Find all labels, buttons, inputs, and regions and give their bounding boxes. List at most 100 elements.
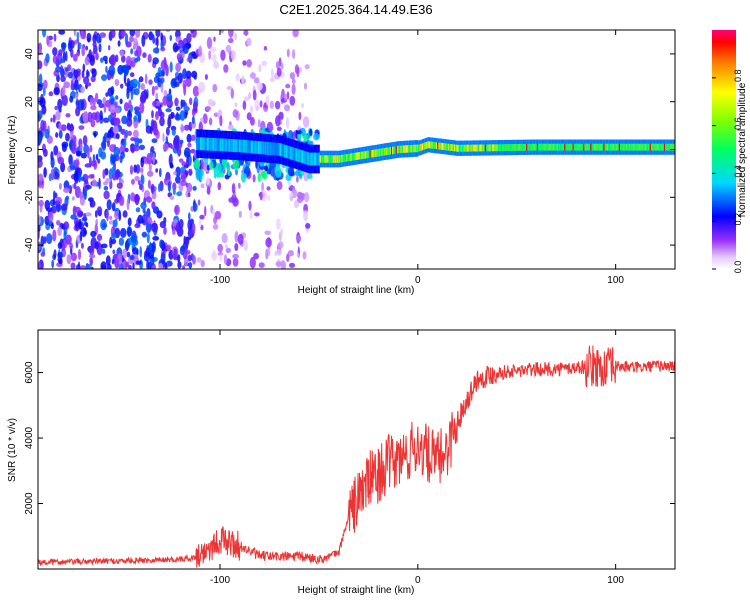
heatmap-cell — [577, 143, 579, 151]
heatmap-cell — [165, 108, 172, 113]
heatmap-cell — [225, 247, 231, 254]
heatmap-cell — [551, 143, 553, 151]
heatmap-cell — [648, 143, 650, 151]
heatmap-cell — [213, 112, 219, 118]
heatmap-cell — [212, 208, 216, 217]
heatmap-cell — [430, 141, 432, 149]
heatmap-cell — [476, 144, 478, 152]
heatmap-cell — [182, 265, 186, 269]
heatmap-cell — [185, 76, 192, 88]
heatmap-cell — [102, 97, 107, 105]
heatmap-cell — [253, 140, 255, 154]
heatmap-cell — [668, 143, 670, 151]
heatmap-cell — [176, 191, 183, 197]
heatmap-cell — [243, 30, 249, 36]
heatmap-cell — [126, 198, 130, 211]
heatmap-cell — [351, 153, 354, 161]
heatmap-cell — [159, 239, 164, 249]
heatmap-cell — [125, 129, 129, 139]
heatmap-cell — [381, 148, 383, 156]
heatmap-cell — [234, 243, 239, 251]
heatmap-cell — [289, 192, 294, 197]
heatmap-cell — [110, 97, 115, 106]
heatmap-cell — [177, 146, 182, 157]
heatmap-cell — [457, 144, 459, 152]
heatmap-cell — [646, 143, 648, 151]
heatmap-cell — [58, 129, 63, 139]
heatmap-cell — [296, 252, 300, 258]
heatmap-cell — [276, 126, 282, 131]
heatmap-cell — [120, 227, 127, 238]
heatmap-cell — [150, 146, 155, 153]
heatmap-region — [194, 30, 311, 269]
heatmap-cell — [527, 143, 529, 151]
heatmap-cell — [276, 67, 282, 77]
heatmap-cell — [393, 146, 395, 154]
heatmap-cell — [294, 170, 301, 177]
heatmap-cell — [584, 143, 586, 151]
heatmap-cell — [620, 143, 622, 151]
heatmap-cell — [85, 264, 92, 269]
heatmap-cell — [376, 149, 378, 157]
heatmap-cell — [451, 144, 453, 151]
heatmap-cell — [612, 143, 615, 151]
heatmap-cell — [415, 144, 418, 153]
heatmap-cell — [442, 143, 444, 150]
heatmap-cell — [169, 34, 172, 42]
heatmap-cell — [166, 93, 173, 102]
heatmap-cell — [287, 145, 289, 159]
heatmap-cell — [253, 77, 260, 84]
heatmap-cell — [520, 143, 522, 151]
heatmap-cell — [535, 143, 537, 151]
heatmap-cell — [61, 203, 68, 212]
heatmap-cell — [67, 71, 73, 79]
heatmap-cell — [436, 142, 438, 150]
heatmap-cell — [596, 143, 598, 151]
heatmap-cell — [417, 144, 419, 153]
heatmap-cell — [70, 214, 78, 220]
heatmap-cell — [160, 83, 164, 94]
heatmap-cell — [464, 144, 466, 152]
heatmap-cell — [218, 138, 221, 152]
heatmap-cell — [159, 116, 165, 127]
heatmap-cell — [98, 103, 105, 109]
heatmap-cell — [540, 143, 542, 151]
heatmap-cell — [135, 30, 141, 38]
heatmap-cell — [644, 143, 647, 151]
heatmap-cell — [95, 52, 99, 61]
heatmap-cell — [627, 143, 629, 151]
heatmap-cell — [48, 211, 54, 222]
heatmap-cell — [533, 143, 535, 151]
heatmap-cell — [541, 143, 543, 151]
heatmap-cell — [280, 62, 284, 70]
heatmap-cell — [75, 150, 81, 157]
heatmap-cell — [169, 61, 173, 73]
heatmap-cell — [275, 261, 283, 267]
heatmap-cell — [246, 37, 252, 47]
heatmap-cell — [229, 138, 231, 152]
heatmap-cell — [390, 146, 393, 155]
heatmap-cell — [672, 143, 674, 151]
heatmap-cell — [241, 75, 245, 85]
heatmap-cell — [220, 30, 224, 34]
heatmap-cell — [267, 142, 269, 155]
heatmap-cell — [214, 210, 222, 220]
heatmap-cell — [444, 143, 446, 151]
heatmap-cell — [72, 139, 77, 151]
heatmap-cell — [87, 147, 90, 159]
heatmap-cell — [112, 249, 116, 255]
heatmap-cell — [206, 186, 211, 195]
heatmap-cell — [574, 143, 577, 151]
y-tick-label: 6000 — [24, 361, 35, 384]
heatmap-cell — [361, 151, 363, 160]
heatmap-cell — [139, 167, 144, 173]
heatmap-cell — [51, 259, 55, 269]
heatmap-cell — [183, 164, 189, 169]
heatmap-cell — [580, 143, 583, 151]
heatmap-cell — [183, 147, 191, 159]
heatmap-cell — [364, 151, 367, 159]
heatmap-cell — [38, 83, 43, 92]
heatmap-cell — [313, 133, 320, 141]
heatmap-cell — [431, 141, 433, 149]
x-tick-label: 0 — [415, 275, 421, 286]
